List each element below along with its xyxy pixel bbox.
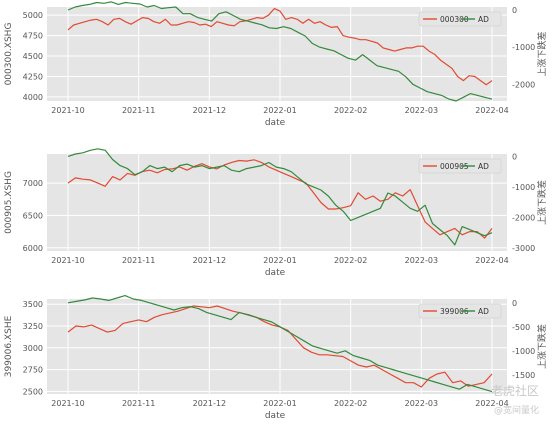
x-tick-label: 2021-10 (51, 399, 84, 408)
y-axis-label: 000905.XSHG (4, 171, 14, 234)
y2-tick-label: -3000 (512, 244, 535, 253)
y-axis-label: 399006.XSHE (4, 315, 14, 377)
series-line-AD (67, 295, 493, 393)
series-line-AD (67, 148, 493, 246)
y-tick-label: 2750 (23, 366, 43, 375)
legend-label: 000300 (440, 15, 469, 24)
x-tick-label: 2021-10 (51, 106, 84, 115)
x-tick-label: 2022-02 (334, 106, 367, 115)
chart-panel-3: 2021-10 2021-11 2021-12 2022-01 2022-02 2022-… (4, 295, 548, 421)
y2-axis-label: 上涨下跌差 (536, 180, 548, 225)
legend-box (418, 158, 502, 174)
y-tick-label: 3000 (23, 344, 43, 353)
x-tick-label: 2022-04 (475, 106, 508, 115)
x-tick-label: 2022-03 (405, 106, 438, 115)
legend-box (418, 11, 502, 27)
x-tick-label: 2022-04 (475, 256, 508, 265)
y2-axis-label: 上涨下跌差 (536, 324, 548, 369)
x-tick-label: 2021-12 (193, 399, 226, 408)
watermark-text: 老虎社区 (490, 384, 539, 398)
x-tick-label: 2021-11 (122, 106, 155, 115)
x-tick-label: 2022-01 (263, 106, 296, 115)
y2-tick-label: -1000 (512, 183, 535, 192)
x-tick-label: 2022-02 (334, 256, 367, 265)
y-tick-label: 6000 (23, 244, 43, 253)
y2-tick-label: -1000 (512, 43, 535, 52)
x-axis-label: date (265, 118, 286, 128)
chart-panel-1: 2021-10 2021-11 2021-12 2022-01 2022-02 2022-… (4, 1, 548, 128)
y-tick-label: 6500 (23, 211, 43, 220)
y-tick-label: 2500 (23, 387, 43, 396)
x-tick-label: 2021-12 (193, 106, 226, 115)
y-tick-label: 7000 (23, 179, 43, 188)
x-tick-label: 2021-12 (193, 256, 226, 265)
y-tick-label: 5000 (23, 11, 43, 20)
legend-box (418, 303, 502, 319)
x-tick-label: 2022-03 (405, 399, 438, 408)
y-tick-label: 3500 (23, 300, 43, 309)
legend-label: 399006 (440, 307, 469, 316)
legend-label: 000905 (440, 162, 469, 171)
x-tick-label: 2021-11 (122, 399, 155, 408)
series-line-000300 (67, 8, 493, 86)
x-tick-label: 2022-02 (334, 399, 367, 408)
y2-tick-label: -1500 (512, 371, 535, 380)
y2-tick-label: 0 (512, 152, 517, 161)
legend-label: AD (478, 162, 489, 171)
y2-tick-label: -2000 (512, 213, 535, 222)
x-axis-label: date (265, 411, 286, 421)
watermark-subtext: @宽间量化 (493, 406, 539, 416)
x-tick-label: 2021-11 (122, 256, 155, 265)
y2-axis-label: 上涨下跌差 (536, 31, 548, 76)
series-line-AD (67, 1, 493, 102)
y-axis-label: 000300.XSHG (4, 23, 14, 86)
x-tick-label: 2021-10 (51, 256, 84, 265)
y-tick-label: 4500 (23, 52, 43, 61)
x-tick-label: 2022-01 (263, 256, 296, 265)
legend-label: AD (478, 15, 489, 24)
y2-tick-label: 0 (512, 299, 517, 308)
y-tick-label: 4750 (23, 32, 43, 41)
x-tick-label: 2022-01 (263, 399, 296, 408)
y2-tick-label: -2000 (512, 80, 535, 89)
y-tick-label: 4250 (23, 72, 43, 81)
y-tick-label: 3250 (23, 322, 43, 331)
x-tick-label: 2022-04 (475, 399, 508, 408)
y-tick-label: 4000 (23, 93, 43, 102)
y2-tick-label: -500 (512, 323, 530, 332)
y2-tick-label: 0 (512, 6, 517, 15)
x-tick-label: 2022-03 (405, 256, 438, 265)
y2-tick-label: -1000 (512, 347, 535, 356)
legend-label: AD (478, 307, 489, 316)
chart-panel-2: 2021-10 2021-11 2021-12 2022-01 2022-02 2022-… (4, 148, 548, 278)
x-axis-label: date (265, 268, 286, 278)
